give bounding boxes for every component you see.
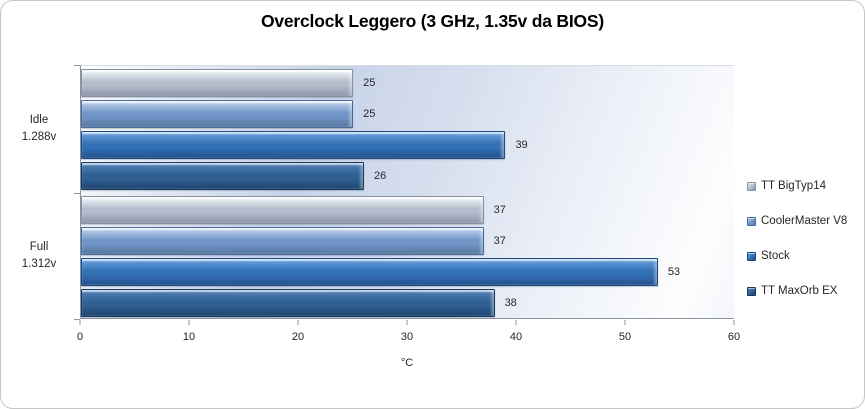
bar-group-full: 37 37 53 38	[81, 193, 734, 320]
category-label-full: Full 1.312v	[5, 192, 73, 319]
legend-item-tt-maxorb-ex[interactable]: TT MaxOrb EX	[747, 285, 847, 297]
x-axis-tick-mark	[188, 320, 190, 325]
legend-label: Stock	[761, 250, 790, 262]
plot-area: 25 25 39 26 37 37 53 38	[80, 65, 734, 319]
y-axis-tick-mark	[74, 192, 80, 194]
y-axis-labels: Idle 1.288v Full 1.312v	[5, 65, 73, 319]
bar-row: 38	[81, 289, 734, 317]
x-axis-tick-label: 30	[400, 331, 414, 343]
bar-row: 26	[81, 162, 734, 190]
bar-row: 25	[81, 69, 734, 97]
bar-row: 53	[81, 258, 734, 286]
bar-value-label: 37	[493, 204, 506, 216]
bar-value-label: 26	[373, 170, 387, 182]
legend-label: TT BigTyp14	[761, 180, 826, 192]
legend-item-tt-bigtyp14[interactable]: TT BigTyp14	[747, 180, 847, 192]
bar-value-label: 25	[363, 77, 376, 89]
bar-tt-maxorb-ex[interactable]	[81, 162, 364, 190]
category-voltage: 1.288v	[21, 130, 57, 143]
x-axis-tick-label: 60	[727, 331, 741, 343]
x-axis-title: °C	[400, 357, 414, 369]
x-axis-tick-mark	[297, 320, 299, 325]
x-axis-tick-mark	[406, 320, 408, 325]
bar-row: 39	[81, 131, 734, 159]
x-axis-tick-label: 50	[618, 331, 632, 343]
bar-tt-bigtyp14[interactable]	[81, 196, 484, 224]
legend: TT BigTyp14 CoolerMaster V8 Stock TT MaxOrb…	[747, 180, 847, 297]
bar-stock[interactable]	[81, 131, 506, 159]
legend-label: CoolerMaster V8	[761, 215, 848, 227]
legend-label: TT MaxOrb EX	[761, 285, 838, 297]
y-axis-tick-mark	[74, 319, 80, 320]
category-voltage: 1.312v	[21, 257, 57, 270]
x-axis: 0 10 20 30 40 50 60	[76, 319, 740, 349]
legend-swatch-tt-bigtyp14-icon	[747, 181, 756, 191]
legend-swatch-coolermaster-v8-icon	[747, 216, 756, 226]
bar-tt-bigtyp14[interactable]	[81, 69, 354, 97]
category-name: Idle	[29, 113, 49, 126]
category-name: Full	[29, 240, 49, 253]
x-axis-tick-mark	[515, 320, 517, 325]
bar-value-label: 53	[667, 266, 681, 278]
x-axis-tick-label: 10	[182, 331, 196, 343]
bar-row: 37	[81, 196, 734, 224]
y-axis-tick-mark	[74, 65, 80, 66]
x-axis-tick-mark	[733, 320, 735, 325]
bar-value-label: 37	[493, 235, 506, 247]
bar-row: 25	[81, 100, 734, 128]
category-label-idle: Idle 1.288v	[5, 65, 73, 192]
x-axis-tick-mark	[79, 320, 81, 325]
bar-coolermaster-v8[interactable]	[81, 227, 484, 255]
legend-item-stock[interactable]: Stock	[747, 250, 847, 262]
legend-swatch-stock-icon	[747, 251, 756, 261]
chart-title: Overclock Leggero (3 GHz, 1.35v da BIOS)	[260, 11, 605, 31]
bar-value-label: 39	[515, 139, 528, 151]
x-axis-tick-label: 0	[76, 331, 84, 343]
legend-item-coolermaster-v8[interactable]: CoolerMaster V8	[747, 215, 847, 227]
bar-tt-maxorb-ex[interactable]	[81, 289, 495, 317]
bar-value-label: 25	[363, 108, 376, 120]
bar-group-idle: 25 25 39 26	[81, 66, 734, 193]
bar-row: 37	[81, 227, 734, 255]
bar-stock[interactable]	[81, 258, 658, 286]
legend-swatch-tt-maxorb-ex-icon	[747, 286, 756, 296]
x-axis-tick-label: 20	[291, 331, 305, 343]
y-axis-ticks	[74, 65, 80, 320]
x-axis-tick-label: 40	[509, 331, 523, 343]
bar-value-label: 38	[504, 297, 517, 309]
x-axis-tick-mark	[624, 320, 626, 325]
bar-coolermaster-v8[interactable]	[81, 100, 354, 128]
